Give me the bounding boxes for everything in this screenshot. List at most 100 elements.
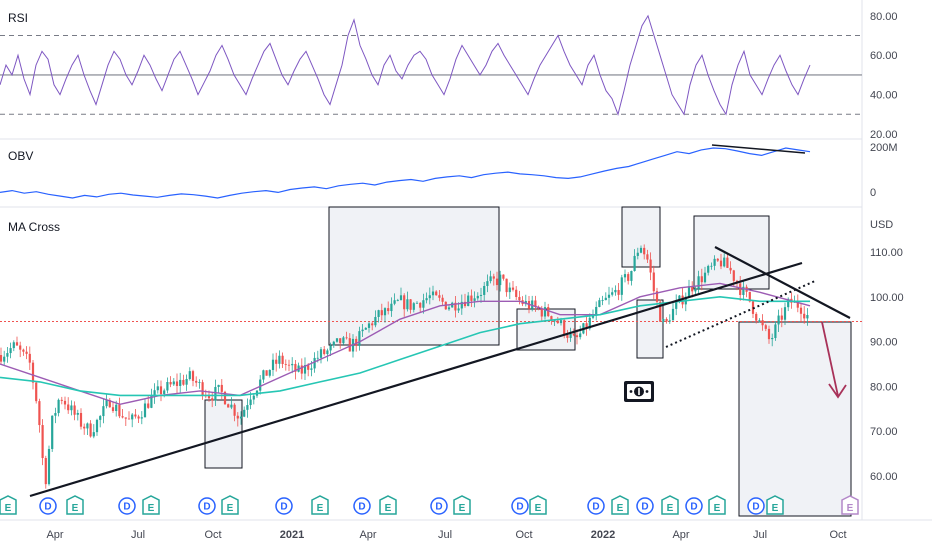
earnings-marker[interactable]: E [379,495,397,515]
earnings-marker[interactable]: E [453,495,471,515]
candle-body [259,379,262,391]
candle-body [550,316,553,321]
candle-body [303,365,307,374]
candle-body [294,363,297,372]
earnings-marker[interactable]: E [611,495,629,515]
candle-body [563,320,566,335]
earnings-marker[interactable]: E [661,495,679,515]
time-tick: Jul [131,529,145,541]
earnings-marker[interactable]: E [66,495,84,515]
dollar-badge [624,381,654,402]
price-y-tick: 110.00 [870,247,903,259]
svg-text:E: E [72,503,79,514]
candle-body [495,278,499,286]
candle-body [595,306,598,316]
earnings-marker[interactable]: E [529,495,547,515]
candle-body [115,404,118,412]
candle-body [252,395,255,400]
candle-body [700,276,703,283]
candle-body [364,327,367,330]
candle-body [787,298,790,308]
dividend-marker[interactable]: D [430,497,448,515]
candle-body [374,316,377,326]
dividend-marker[interactable]: D [39,497,57,515]
rsi-series-line [0,14,811,116]
earnings-marker[interactable]: E [221,495,239,515]
earnings-marker[interactable]: E [142,495,160,515]
candle-body [265,370,268,376]
svg-text:D: D [203,502,210,513]
earnings-marker[interactable]: E [311,495,329,515]
dividend-marker[interactable]: D [353,497,371,515]
price-y-tick: 60.00 [870,471,898,483]
candle-body [239,416,243,419]
candle-body [319,349,323,358]
time-tick: 2021 [280,529,304,541]
candle-body [553,320,556,322]
candle-body [143,403,147,418]
dividend-marker[interactable]: D [747,497,765,515]
candle-body [41,425,44,459]
candle-body [729,267,732,271]
svg-text:E: E [617,503,624,514]
candle-body [207,395,211,399]
candle-body [559,320,563,324]
candle-body [159,386,163,395]
candle-body [284,364,287,365]
candle-body [153,390,156,396]
svg-text:E: E [847,503,854,514]
candle-body [732,270,735,281]
candle-body [463,301,467,307]
candle-body [47,448,51,485]
candle-body [22,349,25,352]
dotted-channel-line [665,280,816,348]
candle-body [246,405,249,410]
candle-body [409,299,412,310]
candle-body [233,404,236,416]
candle-body [377,310,380,317]
candle-body [214,386,217,401]
candle-body [505,278,508,293]
candle-body [323,349,326,355]
time-tick: Apr [46,529,63,541]
dividend-marker[interactable]: D [275,497,293,515]
candle-body [188,371,191,379]
candle-body [291,363,294,366]
candle-body [12,342,15,349]
candle-body [79,412,83,427]
dividend-marker[interactable]: D [636,497,654,515]
candle-body [262,370,265,380]
earnings-marker[interactable]: E [766,495,784,515]
candle-body [796,300,799,308]
candle-body [668,320,671,322]
candle-body [707,265,710,273]
candle-body [697,276,700,289]
candle-body [799,307,803,314]
candle-body [54,413,57,416]
dividend-marker[interactable]: D [685,497,703,515]
candle-body [121,416,124,418]
candle-body [137,416,140,419]
dividend-marker[interactable]: D [118,497,136,515]
candle-body [185,378,188,385]
time-tick: Oct [515,529,532,541]
earnings-marker[interactable]: E [841,495,859,515]
earnings-marker[interactable]: E [708,495,726,515]
candle-body [633,255,636,271]
candle-body [764,325,767,329]
candle-body [783,307,787,320]
candle-body [780,315,783,320]
earnings-marker[interactable]: E [0,495,17,515]
candle-body [614,289,617,293]
dividend-marker[interactable]: D [198,497,216,515]
candle-body [742,286,745,295]
svg-text:D: D [280,502,287,513]
candle-body [617,289,620,295]
dividend-marker[interactable]: D [511,497,529,515]
candle-body [111,407,115,412]
target-arrow [821,321,847,399]
dividend-marker[interactable]: D [587,497,605,515]
candle-body [575,335,579,338]
candle-body [489,276,492,282]
svg-text:E: E [227,503,234,514]
